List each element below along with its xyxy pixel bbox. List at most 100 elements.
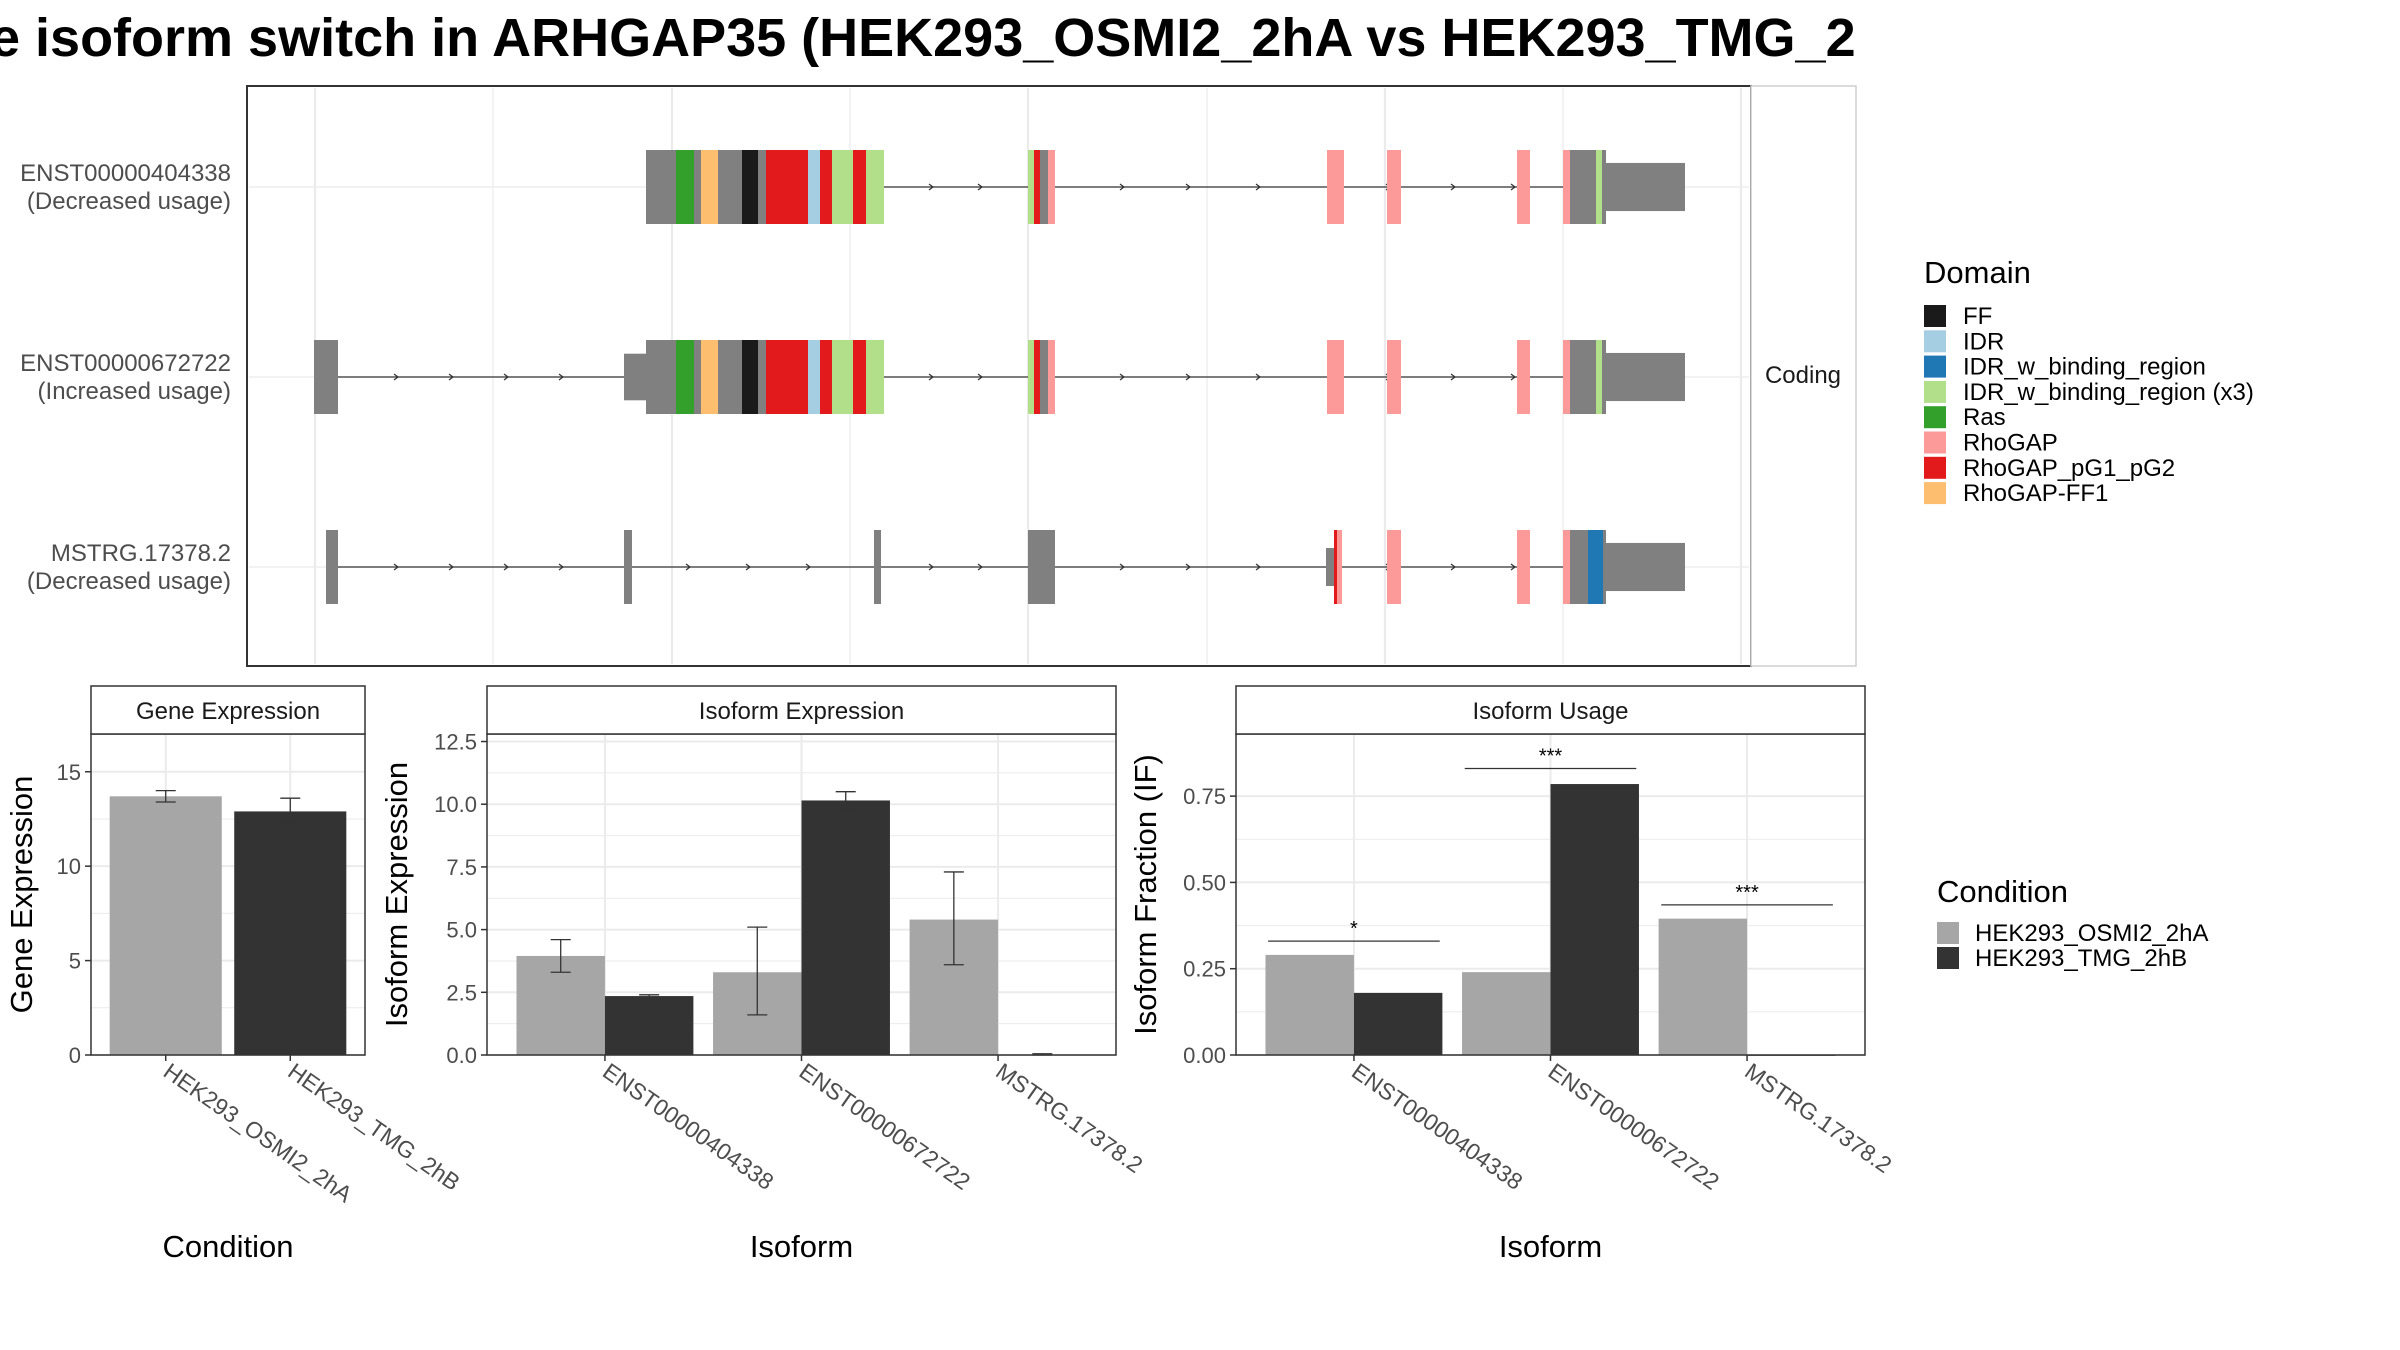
intron-arrow [448, 563, 454, 571]
exon-segment [1563, 530, 1572, 604]
bar [234, 811, 347, 1055]
exon-segment [1588, 530, 1603, 604]
domain-legend-swatch [1924, 456, 1946, 479]
domain-legend-label: IDR_w_binding_region [1963, 354, 2206, 381]
exon-segment [874, 530, 881, 604]
condition-legend-title: Condition [1937, 874, 2068, 909]
exon-segment [1596, 150, 1602, 224]
domain-legend-swatch [1924, 482, 1946, 505]
exon-segment [853, 150, 866, 224]
exon-segment [820, 340, 832, 414]
transcript-label: MSTRG.17378.2 [51, 540, 231, 567]
intron-arrow [393, 373, 399, 381]
exon-segment [1563, 340, 1572, 414]
intron-arrow [503, 373, 509, 381]
bar [109, 796, 222, 1055]
exon-segment [1580, 340, 1596, 414]
transcript-usage-label: (Decreased usage) [27, 568, 231, 595]
facet-strip-label: Isoform Expression [699, 698, 904, 725]
intron-arrow [1185, 563, 1191, 571]
bar [1550, 784, 1639, 1055]
intron-arrow [1185, 373, 1191, 381]
significance-label: *** [1539, 746, 1563, 768]
intron-arrow [1255, 563, 1261, 571]
exon-segment [1040, 340, 1048, 414]
exon-segment [1387, 150, 1401, 224]
exon-segment [758, 150, 766, 224]
intron-arrow [558, 563, 564, 571]
domain-legend-label: RhoGAP-FF1 [1963, 480, 2108, 507]
exon-segment [1387, 340, 1401, 414]
exon-segment [718, 340, 742, 414]
y-tick-label: 0.75 [1183, 784, 1226, 809]
bar [1353, 992, 1443, 1055]
intron-arrow [805, 563, 811, 571]
x-tick-label: ENST00000672722 [795, 1058, 975, 1195]
exon-segment [1028, 150, 1034, 224]
domain-legend-label: RhoGAP_pG1_pG2 [1963, 455, 2175, 482]
intron-arrow [503, 563, 509, 571]
intron-arrow [977, 373, 983, 381]
exon-segment [1327, 340, 1344, 414]
bar [604, 996, 694, 1055]
exon-segment [314, 340, 338, 414]
bar [1265, 954, 1354, 1055]
domain-legend-label: IDR_w_binding_region (x3) [1963, 379, 2254, 406]
transcript-ENST00000672722 [314, 340, 1685, 414]
x-axis-title: Isoform [750, 1229, 853, 1264]
exon-segment [718, 150, 742, 224]
intron-arrow [1119, 563, 1125, 571]
transcript-ENST00000404338 [646, 150, 1685, 224]
exon-segment [1517, 530, 1530, 604]
intron-arrow [928, 183, 934, 191]
bar [1462, 972, 1551, 1055]
domain-legend-label: FF [1963, 303, 1992, 330]
exon-segment [1028, 340, 1034, 414]
bar [1658, 918, 1748, 1055]
exon-segment [808, 340, 820, 414]
intron-arrow [1255, 183, 1261, 191]
exon-segment [766, 150, 808, 224]
gene-expression-chart: Gene Expression051015HEK293_OSMI2_2hAHEK… [4, 685, 465, 1264]
intron-arrow [448, 373, 454, 381]
plot-title: e isoform switch in ARHGAP35 (HEK293_OSM… [0, 8, 1856, 68]
y-tick-label: 0.50 [1183, 870, 1226, 895]
domain-legend-label: RhoGAP [1963, 430, 2058, 457]
intron-arrow [977, 183, 983, 191]
x-axis-title: Isoform [1499, 1229, 1602, 1264]
exon-segment [646, 340, 676, 414]
exon-segment [820, 150, 832, 224]
y-axis-title: Isoform Fraction (IF) [1128, 754, 1163, 1035]
domain-legend-swatch [1924, 380, 1946, 403]
intron-arrow [977, 563, 983, 571]
exon-segment [701, 150, 718, 224]
facet-strip-label: Isoform Usage [1472, 698, 1628, 725]
intron-arrow [1450, 563, 1456, 571]
exon-segment [1517, 340, 1530, 414]
intron-arrow [685, 563, 691, 571]
y-axis-title: Isoform Expression [379, 762, 414, 1027]
isoform-expression-chart: Isoform Expression 0.0 2.5 5.0 7.5 10.0 12.5 EN… [379, 685, 1147, 1264]
exon-segment [1334, 530, 1337, 604]
domain-legend: Domain FFIDRIDR_w_binding_regionIDR_w_bi… [1924, 255, 2254, 507]
intron-arrow [1185, 183, 1191, 191]
coding-strip-label: Coding [1765, 362, 1841, 389]
exon-segment [1606, 542, 1685, 592]
domain-legend-swatch [1924, 305, 1946, 327]
intron-arrow [1119, 183, 1125, 191]
isoform-usage-chart: *******Isoform Usage0.000.250.500.75ENST… [1128, 685, 1896, 1264]
exon-segment [1606, 352, 1685, 402]
intron-arrow [558, 373, 564, 381]
intron-arrow [1255, 373, 1261, 381]
exon-segment [1570, 150, 1580, 224]
y-tick-label: 0 [69, 1043, 81, 1068]
domain-legend-swatch [1924, 406, 1946, 429]
intron-arrow [745, 563, 751, 571]
y-tick-label: 10.0 [434, 792, 477, 817]
y-tick-label: 0.0 [446, 1043, 477, 1068]
x-tick-label: ENST00000672722 [1544, 1058, 1724, 1195]
intron-arrow [1450, 183, 1456, 191]
domain-legend-label: Ras [1963, 404, 2006, 431]
y-tick-label: 2.5 [446, 980, 477, 1005]
